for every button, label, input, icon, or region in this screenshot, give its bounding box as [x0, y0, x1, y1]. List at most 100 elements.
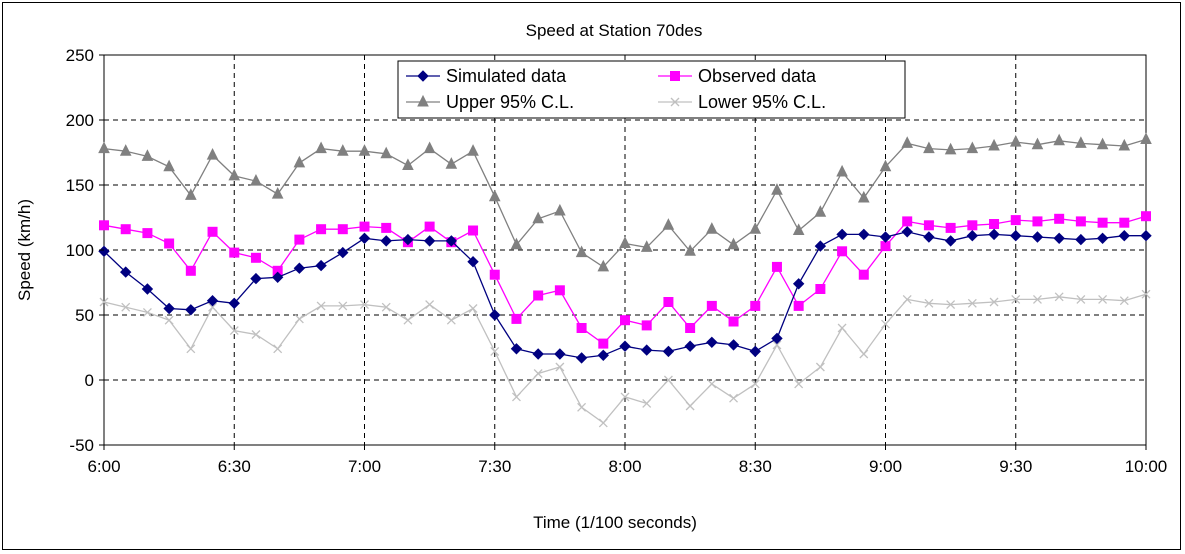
data-point-simulated-data [163, 302, 175, 315]
data-point-observed-data [728, 316, 739, 327]
legend-item-observed-data: Observed data [658, 66, 817, 86]
data-point-simulated-data [337, 246, 349, 259]
data-point-observed-data [359, 221, 370, 232]
data-point-observed-data [902, 216, 913, 227]
data-point-upper-95-c-l [271, 186, 284, 199]
data-point-observed-data [554, 285, 565, 296]
x-tick-label: 10:00 [1125, 457, 1168, 476]
series-layer [98, 132, 1152, 428]
data-point-simulated-data [380, 235, 392, 247]
data-point-observed-data [793, 300, 804, 311]
data-point-simulated-data [923, 231, 935, 243]
data-point-observed-data [381, 222, 392, 233]
data-point-lower-95-c-l [164, 315, 174, 325]
data-point-lower-95-c-l [750, 379, 760, 389]
data-point-observed-data [316, 224, 327, 235]
data-point-observed-data [294, 234, 305, 245]
data-point-observed-data [337, 224, 348, 235]
data-point-lower-95-c-l [707, 379, 717, 389]
data-point-upper-95-c-l [402, 158, 414, 170]
y-tick-labels: -50 0 50 100 150 200 250 [66, 46, 104, 455]
data-point-upper-95-c-l [358, 144, 371, 156]
series-observed-data [99, 211, 1151, 349]
data-point-lower-95-c-l [99, 297, 109, 307]
data-point-simulated-data [120, 266, 132, 278]
data-point-simulated-data [206, 294, 219, 307]
data-point-upper-95-c-l [293, 155, 306, 168]
data-point-upper-95-c-l [228, 168, 241, 181]
data-point-simulated-data [988, 228, 1000, 241]
data-point-upper-95-c-l [640, 240, 653, 252]
data-point-simulated-data [293, 262, 306, 274]
data-point-upper-95-c-l [445, 157, 458, 169]
data-point-observed-data [1054, 213, 1065, 224]
y-tick-label: 50 [75, 306, 94, 325]
data-point-upper-95-c-l [141, 149, 154, 161]
data-point-lower-95-c-l [598, 418, 608, 428]
x-tick-label: 8:30 [739, 457, 772, 476]
data-point-lower-95-c-l [772, 340, 782, 350]
data-point-observed-data [620, 315, 630, 326]
data-point-observed-data [858, 269, 869, 280]
data-point-upper-95-c-l [944, 142, 957, 155]
data-point-lower-95-c-l [251, 330, 261, 339]
data-point-lower-95-c-l [1032, 294, 1042, 304]
legend-swatch-marker [670, 97, 680, 107]
data-point-lower-95-c-l [794, 379, 804, 389]
data-point-lower-95-c-l [1141, 289, 1151, 299]
data-point-upper-95-c-l [1031, 137, 1044, 150]
data-point-lower-95-c-l [316, 301, 326, 311]
data-point-upper-95-c-l [532, 211, 544, 224]
data-point-observed-data [923, 220, 934, 231]
data-point-lower-95-c-l [1011, 294, 1021, 304]
data-point-simulated-data [1140, 229, 1152, 242]
data-point-lower-95-c-l [902, 294, 912, 304]
data-point-upper-95-c-l [836, 164, 848, 177]
data-point-simulated-data [250, 272, 262, 285]
data-point-observed-data [880, 241, 891, 252]
legend-box [397, 60, 906, 119]
data-point-upper-95-c-l [250, 173, 262, 186]
data-point-simulated-data [858, 228, 870, 241]
data-point-simulated-data [554, 348, 566, 360]
data-point-lower-95-c-l [989, 297, 999, 307]
data-point-simulated-data [445, 235, 458, 247]
data-point-simulated-data [575, 352, 588, 364]
x-tick-label: 7:00 [348, 457, 381, 476]
legend-swatch-marker [417, 70, 429, 82]
series-lower-95-c-l [99, 289, 1151, 428]
data-point-lower-95-c-l [837, 323, 847, 333]
x-tick-label: 7:30 [478, 457, 511, 476]
legend-swatch-marker [417, 94, 429, 107]
data-point-simulated-data [1010, 229, 1022, 242]
data-point-observed-data [1010, 215, 1021, 226]
legend-item-simulated-data: Simulated data [406, 66, 567, 86]
gridlines [104, 55, 1146, 445]
data-point-upper-95-c-l [727, 237, 740, 250]
data-point-lower-95-c-l [663, 375, 673, 385]
y-tick-label: 150 [66, 176, 94, 195]
data-point-lower-95-c-l [946, 300, 956, 310]
data-point-simulated-data [185, 304, 197, 316]
x-tick-labels: 6:00 6:30 7:00 7:30 8:00 8:30 9:00 9:30 10:00 [87, 445, 1167, 476]
data-point-simulated-data [944, 235, 957, 247]
data-point-simulated-data [749, 345, 761, 358]
data-point-observed-data [468, 225, 479, 236]
y-axis-title: Speed (km/h) [15, 199, 34, 301]
data-point-simulated-data [966, 229, 979, 242]
chart-title: Speed at Station 70des [526, 21, 703, 40]
x-tick-label: 9:30 [999, 457, 1032, 476]
data-point-lower-95-c-l [555, 362, 565, 372]
data-point-observed-data [424, 221, 435, 232]
data-point-lower-95-c-l [403, 315, 413, 325]
legend-label: Lower 95% C.L. [698, 92, 826, 112]
legend-item-lower-95-c-l: Lower 95% C.L. [658, 92, 826, 112]
x-tick-label: 9:00 [869, 457, 902, 476]
data-point-upper-95-c-l [185, 188, 197, 200]
data-point-lower-95-c-l [208, 302, 218, 312]
data-point-upper-95-c-l [857, 190, 870, 203]
data-point-upper-95-c-l [467, 144, 479, 156]
data-point-simulated-data [228, 297, 240, 310]
data-point-upper-95-c-l [488, 189, 501, 202]
data-point-simulated-data [706, 336, 718, 349]
